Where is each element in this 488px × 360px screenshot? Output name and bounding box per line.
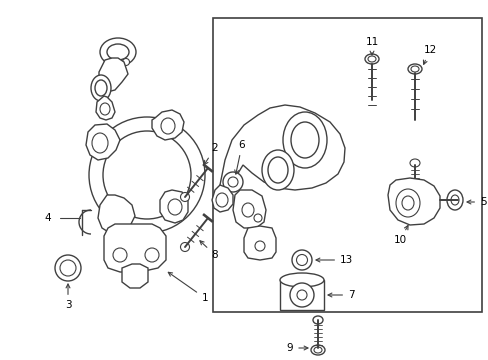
Text: 4: 4 <box>44 213 51 223</box>
Ellipse shape <box>289 283 313 307</box>
Polygon shape <box>387 178 439 225</box>
Ellipse shape <box>100 103 110 115</box>
Ellipse shape <box>223 172 243 192</box>
Ellipse shape <box>310 345 325 355</box>
Ellipse shape <box>60 260 76 276</box>
Ellipse shape <box>92 133 108 153</box>
Ellipse shape <box>364 54 378 64</box>
Ellipse shape <box>103 131 191 219</box>
Polygon shape <box>232 190 265 228</box>
Ellipse shape <box>168 199 182 215</box>
Ellipse shape <box>91 75 111 101</box>
Text: 2: 2 <box>204 143 218 165</box>
Polygon shape <box>220 105 345 195</box>
Ellipse shape <box>180 243 189 252</box>
Text: 1: 1 <box>168 272 208 303</box>
Polygon shape <box>122 264 148 288</box>
Ellipse shape <box>122 58 129 66</box>
Ellipse shape <box>161 118 175 134</box>
Text: 8: 8 <box>200 241 218 260</box>
Text: 7: 7 <box>327 290 354 300</box>
Ellipse shape <box>313 347 321 353</box>
Polygon shape <box>99 58 128 92</box>
Ellipse shape <box>280 273 324 287</box>
Ellipse shape <box>180 193 189 202</box>
Text: 5: 5 <box>466 197 486 207</box>
Ellipse shape <box>227 177 238 187</box>
Ellipse shape <box>296 290 306 300</box>
Polygon shape <box>244 226 275 260</box>
Text: 6: 6 <box>234 140 245 174</box>
Text: 13: 13 <box>315 255 352 265</box>
Ellipse shape <box>267 157 287 183</box>
Text: 11: 11 <box>365 37 378 55</box>
Text: 10: 10 <box>393 225 407 245</box>
Ellipse shape <box>296 255 307 266</box>
Ellipse shape <box>216 193 227 207</box>
Ellipse shape <box>312 316 323 324</box>
Ellipse shape <box>89 117 204 233</box>
Ellipse shape <box>254 241 264 251</box>
Ellipse shape <box>446 190 462 210</box>
Ellipse shape <box>410 66 418 72</box>
Polygon shape <box>98 195 135 233</box>
Ellipse shape <box>262 150 293 190</box>
Ellipse shape <box>95 80 107 96</box>
Polygon shape <box>152 110 183 140</box>
Polygon shape <box>160 190 187 223</box>
Ellipse shape <box>145 248 159 262</box>
Text: 3: 3 <box>64 284 71 310</box>
Ellipse shape <box>407 64 421 74</box>
Bar <box>280 280 324 310</box>
Polygon shape <box>86 124 120 160</box>
Ellipse shape <box>401 196 413 210</box>
Bar <box>213 18 481 312</box>
Polygon shape <box>104 224 165 272</box>
Polygon shape <box>96 96 115 120</box>
Ellipse shape <box>107 44 129 60</box>
Ellipse shape <box>395 189 419 217</box>
Ellipse shape <box>100 38 136 66</box>
Ellipse shape <box>253 214 262 222</box>
Ellipse shape <box>113 248 127 262</box>
Polygon shape <box>212 185 232 212</box>
Ellipse shape <box>450 195 458 205</box>
Ellipse shape <box>291 250 311 270</box>
Ellipse shape <box>290 122 318 158</box>
Ellipse shape <box>283 112 326 168</box>
Text: 12: 12 <box>423 45 436 64</box>
Ellipse shape <box>409 159 419 167</box>
Ellipse shape <box>367 56 375 62</box>
Ellipse shape <box>242 203 253 217</box>
Ellipse shape <box>55 255 81 281</box>
Text: 9: 9 <box>286 343 307 353</box>
